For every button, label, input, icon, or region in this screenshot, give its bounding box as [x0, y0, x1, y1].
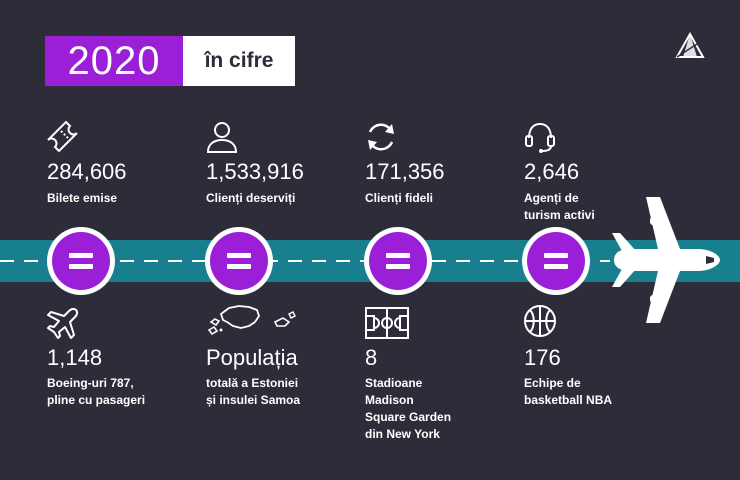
refresh-icon [368, 123, 394, 151]
stat-label: Echipe de basketball NBA [524, 376, 613, 407]
stat-value: Populația [206, 345, 298, 370]
title-subtitle: în cifre [183, 36, 295, 86]
brand-logo-icon [675, 32, 705, 58]
stat-label: Clienți deserviți [206, 191, 296, 205]
ticket-icon [47, 120, 78, 153]
stat-value: 284,606 [47, 159, 127, 184]
stat-label: Stadioane Madison Square Garden din New … [365, 376, 452, 441]
stat-value: 171,356 [365, 159, 445, 184]
stat-value: 1,533,916 [206, 159, 304, 184]
stat-label: Agenți de turism activi [524, 191, 595, 222]
airplane-icon [47, 307, 79, 339]
equals-icon [52, 232, 110, 290]
stat-value: 1,148 [47, 345, 103, 370]
equals-icon [527, 232, 585, 290]
title-year: 2020 [45, 36, 183, 86]
basketball-icon [524, 305, 556, 337]
stat-value: 176 [524, 345, 561, 370]
stat-label: Clienți fideli [365, 191, 434, 205]
court-icon [365, 307, 409, 339]
equals-icon [210, 232, 268, 290]
headset-icon [525, 122, 555, 153]
stat-label: Bilete emise [47, 191, 118, 205]
stat-label: Boeing-uri 787, pline cu pasageri [47, 376, 146, 407]
stat-label: totală a Estoniei și insulei Samoa [206, 376, 301, 407]
user-icon [206, 122, 238, 153]
stat-value: 8 [365, 345, 378, 370]
equals-icon [369, 232, 427, 290]
airplane-illustration-icon [612, 197, 720, 323]
map-icon [207, 305, 296, 336]
stat-value: 2,646 [524, 159, 580, 184]
